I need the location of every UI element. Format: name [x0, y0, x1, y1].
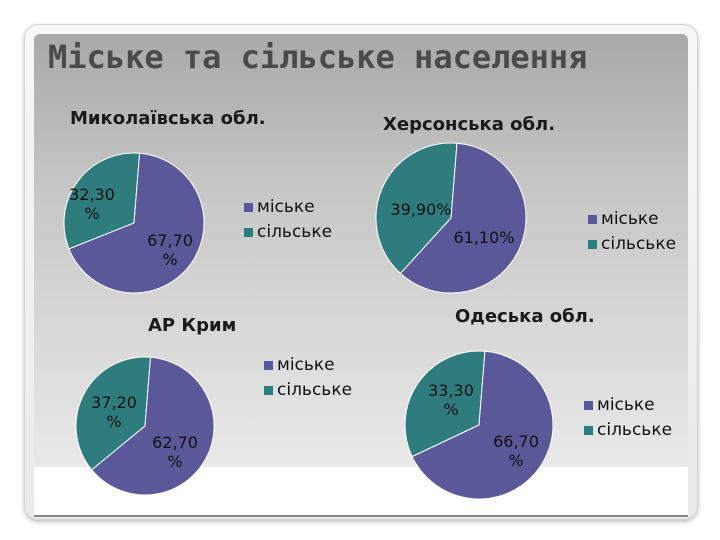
legend-label-urban: міське [277, 355, 335, 375]
legend-label-rural: сільське [601, 234, 676, 254]
legend-swatch-urban [588, 215, 597, 224]
slide-title: Міське та сільське населення [48, 38, 588, 76]
data-label-urban: 62,70% [152, 433, 198, 471]
slice-urban [91, 356, 215, 496]
data-label-urban: 67,70% [147, 231, 193, 269]
chart-title: Одеська обл. [455, 306, 595, 327]
legend-label-urban: міське [597, 395, 655, 415]
slice-rural [375, 142, 458, 275]
slice-rural [404, 350, 486, 458]
legend-label-rural: сільське [277, 380, 352, 400]
pie-chart-2: Херсонська обл. 61,10%39,90% міське сільськ… [375, 114, 676, 294]
data-label-rural: 39,90% [390, 200, 451, 219]
legend-swatch-rural [244, 228, 253, 237]
data-label-rural: 32,30% [69, 185, 115, 223]
slice-urban [68, 152, 205, 294]
data-label-rural: 37,20% [91, 393, 137, 431]
pie-chart-1: Миколаївська обл. 67,70 % 32,30% міське сільс… [63, 108, 332, 294]
legend-swatch-urban [264, 361, 273, 370]
legend-swatch-rural [264, 386, 273, 395]
legend-label-rural: сільське [257, 222, 332, 242]
data-label-urban: 66,70% [493, 432, 539, 470]
slice-urban [411, 350, 554, 500]
legend-label-urban: міське [601, 209, 659, 229]
legend-swatch-rural [588, 240, 597, 249]
chart-title: АР Крим [148, 315, 236, 336]
slice-rural [75, 356, 152, 471]
legend-swatch-urban [584, 401, 593, 410]
data-label-rural: 33,30% [428, 381, 474, 419]
legend-label-rural: сільське [597, 420, 672, 440]
slice-urban [399, 142, 527, 294]
chart-title: Херсонська обл. [383, 114, 555, 135]
pie-chart-4: Одеська обл. 66,70 % 33,30% міське сільське [404, 306, 672, 500]
legend-swatch-rural [584, 426, 593, 435]
data-label-urban: 61,10% [453, 228, 514, 247]
pie-chart-3: АР Крим 62,70 % 37,20 % міське сільське [75, 315, 352, 496]
chart-title: Миколаївська обл. [70, 108, 266, 129]
slice-rural [63, 152, 141, 250]
legend-label-urban: міське [257, 197, 315, 217]
legend-swatch-urban [244, 203, 253, 212]
